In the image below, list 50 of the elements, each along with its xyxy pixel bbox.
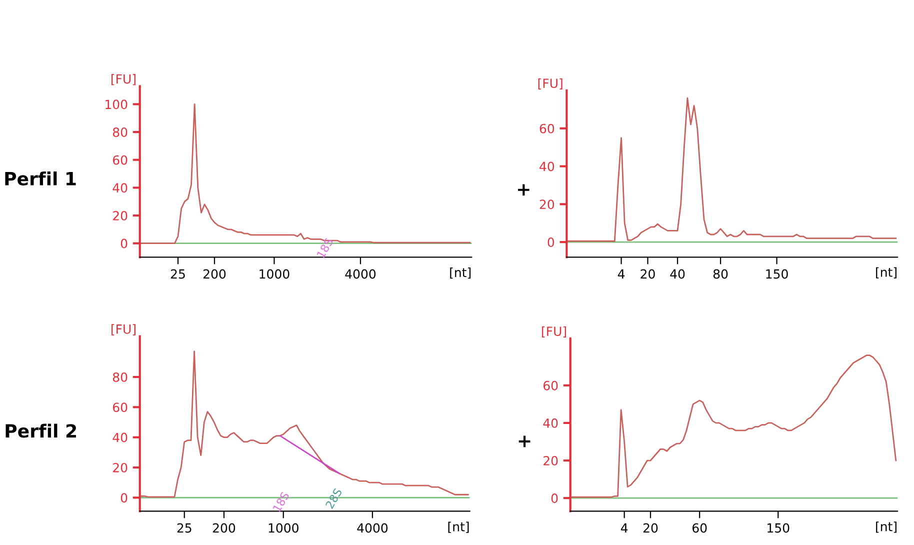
- x-tick-label: 4000: [345, 269, 376, 279]
- x-tick-label: 1000: [268, 523, 298, 533]
- y-tick-label: 80: [112, 372, 128, 382]
- x-axis-title: [nt]: [876, 522, 896, 533]
- x-tick-label: 20: [640, 269, 655, 279]
- x-tick-label: 4: [620, 523, 628, 533]
- y-tick-label: 20: [544, 456, 558, 466]
- y-tick-label: 20: [113, 462, 128, 472]
- y-tick-label: 20: [540, 200, 554, 210]
- y-tick-label: 100: [106, 100, 128, 110]
- y-tick-label: 0: [548, 238, 554, 248]
- text: +: [518, 184, 530, 196]
- text: +: [518, 436, 530, 448]
- x-tick-label: 60: [692, 523, 707, 533]
- line-series: [568, 97, 897, 242]
- x-tick-label: 4: [618, 269, 625, 279]
- x-axis-title: [nt]: [876, 267, 896, 278]
- y-axis-title: [FU]: [112, 324, 136, 336]
- x-tick-label: 20: [643, 523, 658, 533]
- x-tick-label: 25: [177, 523, 192, 533]
- y-tick-label: 40: [112, 183, 128, 193]
- x-tick-label: 1000: [260, 269, 290, 279]
- x-tick-label: 25: [170, 269, 185, 279]
- x-tick-label: 150: [768, 523, 790, 533]
- y-tick-label: 20: [113, 210, 128, 220]
- y-tick-label: 60: [113, 155, 128, 165]
- y-tick-label: 60: [543, 380, 558, 390]
- y-tick-label: 40: [543, 418, 558, 428]
- y-tick-label: 0: [551, 494, 558, 503]
- x-tick-label: 200: [212, 523, 236, 533]
- y-axis-title: [FU]: [112, 74, 136, 86]
- y-tick-label: 60: [113, 402, 128, 412]
- y-tick-label: 60: [540, 124, 554, 134]
- y-tick-label: 0: [120, 493, 128, 503]
- y-tick-label: 0: [120, 238, 128, 248]
- line-series: [571, 354, 897, 498]
- y-tick-label: 80: [112, 127, 128, 137]
- x-tick-label: 80: [713, 269, 728, 279]
- y-tick-label: 40: [112, 432, 128, 442]
- text: Perfil 1: [5, 171, 76, 186]
- x-tick-label: 200: [203, 269, 226, 279]
- x-tick-label: 4000: [357, 523, 388, 533]
- y-tick-label: 40: [540, 162, 554, 172]
- y-axis-title: [FU]: [542, 326, 566, 338]
- x-axis-title: [nt]: [448, 522, 469, 533]
- y-axis-title: [FU]: [538, 78, 562, 90]
- text: Perfil 2: [6, 424, 76, 438]
- x-tick-label: 40: [670, 269, 685, 279]
- x-axis-title: [nt]: [450, 268, 471, 279]
- x-tick-label: 150: [766, 269, 788, 279]
